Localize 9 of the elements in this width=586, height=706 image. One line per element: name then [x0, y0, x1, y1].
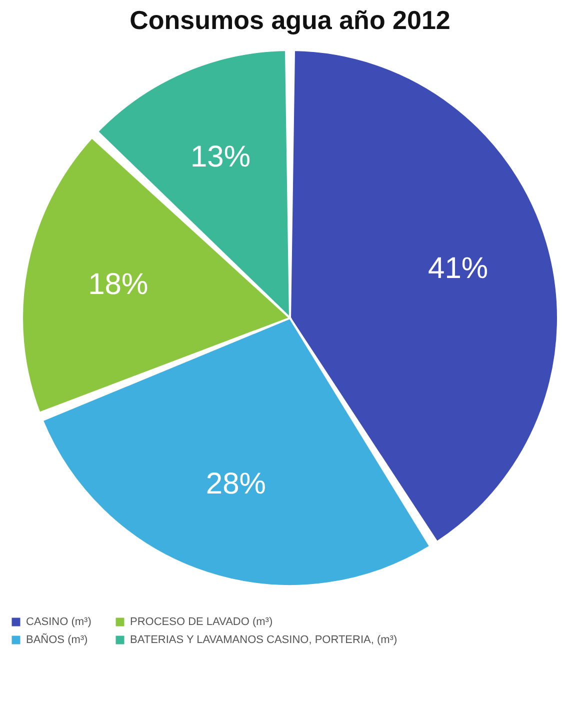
data-label: 28% — [206, 467, 266, 500]
legend-label: BAÑOS (m³) — [26, 633, 88, 646]
data-label: 41% — [428, 252, 488, 286]
legend-label: CASINO (m³) — [26, 616, 92, 628]
chart-title: Consumos agua año 2012 — [130, 5, 450, 35]
data-label: 18% — [88, 268, 148, 302]
data-label: 13% — [190, 140, 251, 174]
legend-label: BATERIAS Y LAVAMANOS CASINO, PORTERIA, (m³) — [130, 634, 398, 646]
legend-label: PROCESO DE LAVADO (m³) — [130, 616, 273, 628]
